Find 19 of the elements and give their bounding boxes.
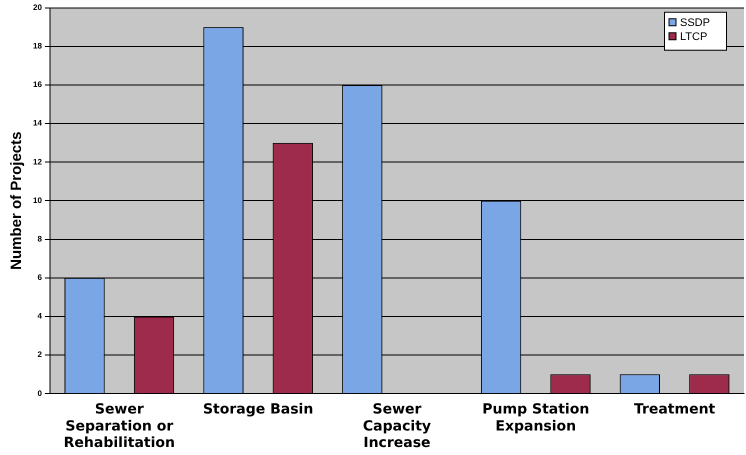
y-tick-label: 14: [32, 118, 42, 128]
legend-label: LTCP: [680, 30, 708, 43]
x-tick-label: Sewer Capacity Increase: [362, 402, 432, 452]
y-tick-label: 18: [32, 42, 42, 51]
y-tick-label: 6: [37, 273, 42, 282]
y-tick-label: 2: [37, 350, 42, 360]
x-tick-label: Storage Basin: [202, 402, 314, 418]
y-tick-label: 4: [37, 312, 42, 321]
y-tick-label: 0: [37, 388, 42, 398]
x-tick-label: Treatment: [634, 402, 716, 418]
x-tick-label: Sewer Separation or Rehabilitation: [64, 402, 175, 452]
y-axis-title: Number of Projects: [8, 132, 26, 270]
x-tick-label: Pump Station Expansion: [482, 402, 590, 434]
y-tick-label: 16: [32, 80, 42, 90]
y-tick-label: 12: [32, 157, 42, 166]
y-tick-label: 8: [37, 234, 42, 244]
y-tick-label: 10: [32, 196, 42, 205]
y-tick-label: 20: [32, 3, 42, 12]
legend-label: SSDP: [680, 16, 710, 29]
